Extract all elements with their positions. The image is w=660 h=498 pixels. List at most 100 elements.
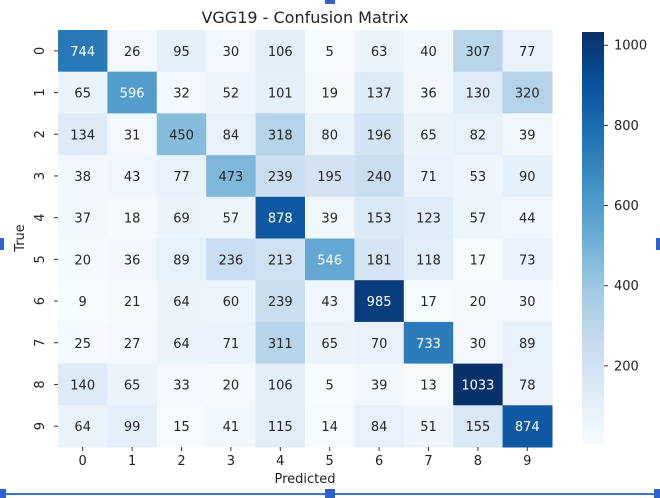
heatmap-cell-5-2 — [156, 238, 207, 281]
cell-value-5-5: 546 — [317, 253, 342, 268]
resize-handle-right[interactable] — [656, 238, 660, 250]
cell-value-5-7: 118 — [416, 253, 441, 268]
heatmap-cell-9-6 — [354, 405, 405, 448]
cell-value-4-1: 18 — [124, 212, 141, 227]
x-tick-label-8: 8 — [474, 454, 482, 469]
heatmap-cell-1-9 — [502, 71, 553, 114]
cell-value-4-2: 69 — [173, 212, 190, 227]
heatmap-cell-8-6 — [354, 363, 405, 406]
heatmap-cell-1-3 — [206, 71, 257, 114]
colorbar-tick-label-2: 600 — [614, 199, 639, 214]
heatmap-cell-6-1 — [107, 280, 158, 323]
cell-value-1-2: 32 — [173, 87, 190, 102]
heatmap-cell-6-2 — [156, 280, 207, 323]
y-tick-label-0: 0 — [33, 47, 48, 55]
cell-value-5-9: 73 — [519, 253, 536, 268]
cell-value-7-9: 89 — [519, 337, 536, 352]
cell-value-9-5: 14 — [321, 420, 338, 435]
cell-value-3-4: 239 — [268, 170, 293, 185]
heatmap-cell-4-3 — [206, 196, 257, 239]
heatmap-cell-8-3 — [206, 363, 257, 406]
heatmap-cell-3-6 — [354, 155, 405, 198]
heatmap-cell-9-3 — [206, 405, 257, 448]
cell-value-8-2: 33 — [173, 378, 190, 393]
cell-value-6-3: 60 — [223, 295, 240, 310]
y-tick-label-6: 6 — [33, 297, 48, 305]
heatmap-cell-9-2 — [156, 405, 207, 448]
heatmap-cell-4-9 — [502, 196, 553, 239]
heatmap-cell-2-0 — [58, 113, 108, 156]
heatmap-cell-0-1 — [107, 30, 158, 73]
heatmap-cell-7-0 — [58, 321, 108, 365]
cell-value-3-1: 43 — [124, 170, 141, 185]
heatmap-cell-4-5 — [305, 196, 355, 239]
x-tick-label-1: 1 — [128, 454, 136, 469]
x-tick-label-7: 7 — [424, 454, 432, 469]
heatmap-cell-4-4 — [255, 196, 306, 239]
heatmap-cell-5-5 — [305, 238, 355, 281]
heatmap-cell-1-5 — [305, 71, 355, 114]
resize-handle-left[interactable] — [0, 238, 4, 250]
heatmap-cell-8-0 — [58, 363, 108, 406]
cell-value-4-5: 39 — [321, 212, 338, 227]
heatmap-cell-3-8 — [453, 155, 504, 198]
cell-value-3-7: 71 — [420, 170, 437, 185]
cell-value-1-6: 137 — [367, 87, 392, 102]
cell-value-6-9: 30 — [519, 295, 536, 310]
cell-value-0-6: 63 — [371, 45, 388, 60]
cell-value-7-0: 25 — [74, 337, 91, 352]
heatmap-cell-6-0 — [58, 280, 108, 323]
heatmap-cell-2-7 — [403, 113, 454, 156]
cell-value-7-3: 71 — [223, 337, 240, 352]
colorbar-ticks: 200 400 600 800 1000 — [604, 39, 647, 374]
heatmap-cell-0-2 — [156, 30, 207, 73]
cell-value-0-5: 5 — [326, 45, 334, 60]
cell-value-6-7: 17 — [420, 295, 437, 310]
cell-value-8-1: 65 — [124, 378, 141, 393]
resize-handle-bottom-left[interactable] — [0, 489, 6, 498]
cell-value-2-0: 134 — [70, 128, 95, 143]
heatmap-cell-6-5 — [305, 280, 355, 323]
resize-handle-bottom-right[interactable] — [654, 489, 660, 498]
heatmap-cell-8-1 — [107, 363, 158, 406]
heatmap-cell-9-8 — [453, 405, 504, 448]
cell-value-8-6: 39 — [371, 378, 388, 393]
heatmap-cell-7-6 — [354, 321, 405, 365]
heatmap-cell-1-1 — [107, 71, 158, 114]
colorbar-tick-label-4: 1000 — [614, 39, 647, 54]
cell-value-2-8: 82 — [470, 128, 487, 143]
x-tick-label-0: 0 — [79, 454, 87, 469]
cell-value-8-0: 140 — [70, 378, 95, 393]
colorbar-tick-label-1: 400 — [614, 279, 639, 294]
cell-value-1-1: 596 — [120, 87, 145, 102]
heatmap-cell-1-0 — [58, 71, 108, 114]
cell-value-3-5: 195 — [317, 170, 342, 185]
heatmap-cell-7-4 — [255, 321, 306, 365]
resize-handle-top[interactable] — [325, 0, 335, 4]
cell-value-0-7: 40 — [420, 45, 437, 60]
resize-handle-bottom[interactable] — [325, 489, 335, 498]
cell-value-3-0: 38 — [74, 170, 91, 185]
cell-value-1-5: 19 — [321, 87, 338, 102]
heatmap-cell-4-1 — [107, 196, 158, 239]
y-tick-label-3: 3 — [33, 172, 48, 180]
cell-value-6-1: 21 — [124, 295, 141, 310]
heatmap-cell-4-2 — [156, 196, 207, 239]
y-tick-label-1: 1 — [33, 88, 48, 96]
cell-value-2-3: 84 — [223, 128, 240, 143]
heatmap-cell-5-8 — [453, 238, 504, 281]
heatmap-cell-8-7 — [403, 363, 454, 406]
heatmap-cell-6-7 — [403, 280, 454, 323]
cell-value-9-8: 155 — [465, 420, 490, 435]
cell-value-9-9: 874 — [515, 420, 540, 435]
heatmap-cell-3-5 — [305, 155, 355, 198]
heatmap-cell-5-7 — [403, 238, 454, 281]
y-tick-label-2: 2 — [33, 130, 48, 138]
heatmap-cell-0-7 — [403, 30, 454, 73]
cell-value-3-2: 77 — [173, 170, 190, 185]
cell-value-6-8: 20 — [470, 295, 487, 310]
y-tick-label-7: 7 — [33, 339, 48, 347]
cell-value-9-4: 115 — [268, 420, 293, 435]
cell-value-0-0: 744 — [70, 45, 95, 60]
